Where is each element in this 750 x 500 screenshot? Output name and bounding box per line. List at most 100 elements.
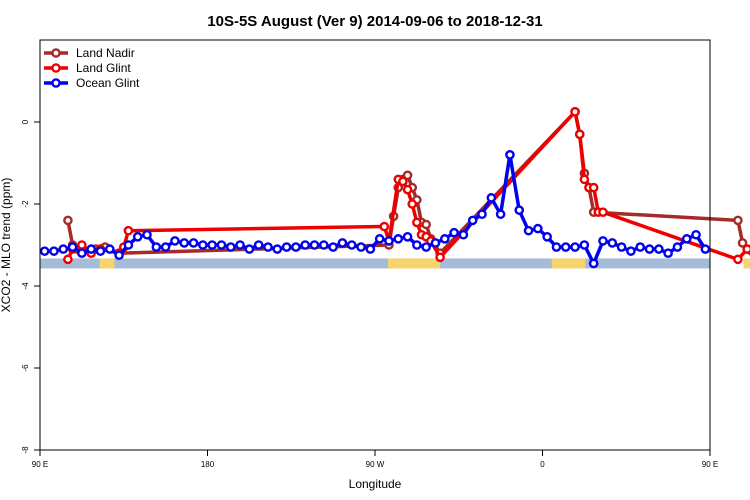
data-point-ocean-glint <box>114 250 124 261</box>
data-point-land-glint <box>402 184 413 195</box>
data-point-land-glint <box>379 221 390 232</box>
data-point-land-nadir <box>737 238 748 248</box>
data-point-ocean-glint <box>216 240 227 250</box>
data-point-ocean-glint <box>142 229 152 240</box>
data-point-ocean-glint <box>421 242 431 252</box>
data-point-land-glint <box>435 252 445 263</box>
data-point-land-glint <box>579 174 590 185</box>
data-point-ocean-glint <box>598 236 608 246</box>
surface-band-land-0 <box>99 258 115 269</box>
legend-item-land-glint: Land Glint <box>44 61 131 75</box>
data-point-ocean-glint <box>430 238 441 248</box>
data-point-ocean-glint <box>374 234 385 244</box>
legend-marker-land-glint <box>51 63 61 73</box>
legend-label-land-glint: Land Glint <box>76 61 131 75</box>
data-point-ocean-glint <box>49 246 59 256</box>
data-point-land-glint <box>398 176 408 187</box>
data-point-ocean-glint <box>160 242 171 252</box>
data-point-ocean-glint <box>253 240 264 250</box>
data-point-ocean-glint <box>207 240 217 250</box>
surface-band-ocean <box>40 258 710 269</box>
y-tick-label: -6 <box>21 364 30 372</box>
data-point-land-glint <box>63 254 73 265</box>
data-point-ocean-glint <box>337 238 348 248</box>
data-point-ocean-glint <box>188 238 199 248</box>
y-tick-label: 0 <box>21 119 30 124</box>
data-point-ocean-glint <box>458 229 469 240</box>
data-point-ocean-glint <box>607 238 618 248</box>
legend-item-ocean-glint: Ocean Glint <box>44 76 140 90</box>
data-point-ocean-glint <box>328 242 338 252</box>
data-point-ocean-glint <box>523 225 534 236</box>
data-point-land-glint <box>598 207 608 217</box>
data-point-ocean-glint <box>86 244 96 254</box>
data-point-ocean-glint <box>551 242 562 252</box>
series-layer <box>39 106 750 269</box>
data-point-land-glint <box>407 199 418 209</box>
data-point-ocean-glint <box>412 240 422 250</box>
data-point-ocean-glint <box>700 244 711 254</box>
y-tick-label: -2 <box>21 200 30 208</box>
data-point-ocean-glint <box>663 248 673 258</box>
y-tick-label: -4 <box>21 282 30 290</box>
data-point-ocean-glint <box>291 242 301 252</box>
data-point-ocean-glint <box>170 236 180 246</box>
data-point-ocean-glint <box>198 240 208 250</box>
data-point-ocean-glint <box>346 240 357 250</box>
legend-label-ocean-glint: Ocean Glint <box>76 76 140 90</box>
data-point-ocean-glint <box>467 215 478 226</box>
data-point-ocean-glint <box>495 209 506 220</box>
y-tick-label: -8 <box>21 446 30 454</box>
data-point-land-glint <box>123 225 134 236</box>
data-point-land-nadir <box>421 219 431 230</box>
chart-title: 10S-5S August (Ver 9) 2014-09-06 to 2018… <box>207 13 542 30</box>
series-ocean-glint <box>39 149 711 269</box>
data-point-ocean-glint <box>365 244 376 254</box>
data-point-land-nadir <box>733 215 743 226</box>
legend-label-land-nadir: Land Nadir <box>76 46 135 60</box>
data-point-ocean-glint <box>67 242 78 252</box>
data-point-ocean-glint <box>402 231 413 242</box>
x-axis: 90 E 180 90 W 0 90 E <box>32 450 718 469</box>
data-point-ocean-glint <box>635 242 646 252</box>
y-axis-label: XCO2 - MLO trend (ppm) <box>0 178 13 313</box>
data-point-land-nadir <box>63 215 73 226</box>
x-tick-label: 90 W <box>366 460 385 469</box>
data-point-ocean-glint <box>235 240 245 250</box>
data-point-ocean-glint <box>570 242 580 252</box>
data-point-ocean-glint <box>514 205 525 215</box>
x-axis-label: Longitude <box>349 477 402 491</box>
legend-marker-ocean-glint <box>51 78 61 88</box>
data-point-ocean-glint <box>179 238 190 248</box>
surface-band-land-2 <box>551 258 586 269</box>
data-point-ocean-glint <box>533 223 543 234</box>
data-point-ocean-glint <box>644 244 655 254</box>
data-point-ocean-glint <box>309 240 320 250</box>
data-point-land-glint <box>412 217 422 228</box>
data-point-ocean-glint <box>319 240 329 250</box>
surface-band-land-1 <box>388 258 441 269</box>
data-point-ocean-glint <box>505 149 515 160</box>
data-point-ocean-glint <box>123 240 134 250</box>
data-point-land-glint <box>574 129 585 140</box>
data-point-ocean-glint <box>104 244 115 254</box>
x-tick-label: 90 E <box>32 460 48 469</box>
data-point-ocean-glint <box>439 234 450 244</box>
data-point-ocean-glint <box>95 246 106 256</box>
data-point-ocean-glint <box>356 242 366 252</box>
data-point-ocean-glint <box>654 244 664 254</box>
data-point-ocean-glint <box>542 231 552 242</box>
data-point-ocean-glint <box>384 236 394 246</box>
data-point-ocean-glint <box>77 248 87 258</box>
data-point-ocean-glint <box>449 227 459 238</box>
data-point-ocean-glint <box>393 234 404 244</box>
data-point-ocean-glint <box>672 242 683 252</box>
data-point-land-glint <box>77 240 87 250</box>
data-point-ocean-glint <box>486 193 497 203</box>
legend-marker-land-nadir <box>51 48 61 58</box>
surface-band <box>40 258 750 269</box>
data-point-land-glint <box>733 254 743 265</box>
data-point-ocean-glint <box>281 242 292 252</box>
x-tick-label: 90 E <box>702 460 718 469</box>
